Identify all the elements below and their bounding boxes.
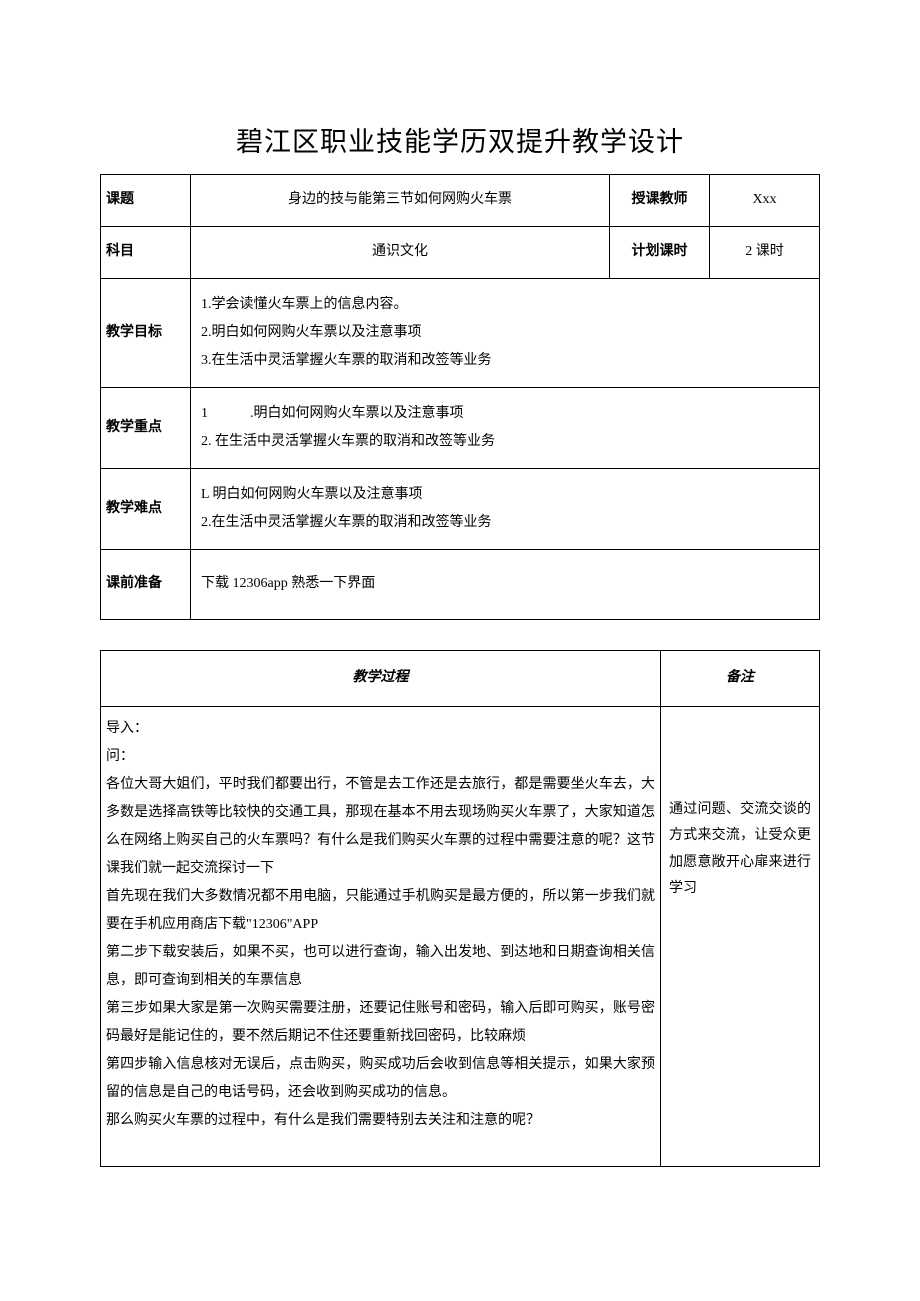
lesson-info-table: 课题 身边的技与能第三节如何网购火车票 授课教师 Xxx 科目 通识文化 计划课…: [100, 174, 820, 620]
subject-value: 通识文化: [191, 227, 610, 279]
process-line: 问：: [106, 743, 655, 771]
goal-line: 2.明白如何网购火车票以及注意事项: [201, 319, 809, 347]
teaching-process-table: 教学过程 备注 导入： 问： 各位大哥大姐们，平时我们都要出行，不管是去工作还是…: [100, 650, 820, 1167]
focus-value: 1 .明白如何网购火车票以及注意事项 2. 在生活中灵活掌握火车票的取消和改签等…: [191, 388, 820, 469]
process-line: 第二步下载安装后，如果不买，也可以进行查询，输入出发地、到达地和日期查询相关信息…: [106, 939, 655, 995]
table-row: 教学难点 L 明白如何网购火车票以及注意事项 2.在生活中灵活掌握火车票的取消和…: [101, 469, 820, 550]
process-header: 教学过程: [101, 651, 661, 707]
note-header: 备注: [661, 651, 820, 707]
table-row: 导入： 问： 各位大哥大姐们，平时我们都要出行，不管是去工作还是去旅行，都是需要…: [101, 706, 820, 1166]
goal-line: 1.学会读懂火车票上的信息内容。: [201, 291, 809, 319]
table-row: 课题 身边的技与能第三节如何网购火车票 授课教师 Xxx: [101, 175, 820, 227]
process-line: 各位大哥大姐们，平时我们都要出行，不管是去工作还是去旅行，都是需要坐火车去，大多…: [106, 771, 655, 883]
table-row: 课前准备 下载 12306app 熟悉一下界面: [101, 550, 820, 620]
table-row: 教学目标 1.学会读懂火车票上的信息内容。 2.明白如何网购火车票以及注意事项 …: [101, 279, 820, 388]
teacher-label: 授课教师: [610, 175, 710, 227]
focus-line: 2. 在生活中灵活掌握火车票的取消和改签等业务: [201, 428, 809, 456]
hours-value: 2 课时: [710, 227, 820, 279]
goals-value: 1.学会读懂火车票上的信息内容。 2.明白如何网购火车票以及注意事项 3.在生活…: [191, 279, 820, 388]
subject-label: 科目: [101, 227, 191, 279]
document-title: 碧江区职业技能学历双提升教学设计: [100, 120, 820, 159]
topic-value: 身边的技与能第三节如何网购火车票: [191, 175, 610, 227]
focus-label: 教学重点: [101, 388, 191, 469]
difficulty-label: 教学难点: [101, 469, 191, 550]
process-line: 首先现在我们大多数情况都不用电脑，只能通过手机购买是最方便的，所以第一步我们就要…: [106, 883, 655, 939]
table-row: 科目 通识文化 计划课时 2 课时: [101, 227, 820, 279]
prep-label: 课前准备: [101, 550, 191, 620]
process-line: 那么购买火车票的过程中，有什么是我们需要特别去关注和注意的呢？: [106, 1107, 655, 1135]
goal-line: 3.在生活中灵活掌握火车票的取消和改签等业务: [201, 347, 809, 375]
process-content: 导入： 问： 各位大哥大姐们，平时我们都要出行，不管是去工作还是去旅行，都是需要…: [101, 706, 661, 1166]
difficulty-value: L 明白如何网购火车票以及注意事项 2.在生活中灵活掌握火车票的取消和改签等业务: [191, 469, 820, 550]
process-line: 第三步如果大家是第一次购买需要注册，还要记住账号和密码，输入后即可购买，账号密码…: [106, 995, 655, 1051]
prep-value: 下载 12306app 熟悉一下界面: [191, 550, 820, 620]
topic-label: 课题: [101, 175, 191, 227]
process-line: 导入：: [106, 715, 655, 743]
goals-label: 教学目标: [101, 279, 191, 388]
table-row: 教学重点 1 .明白如何网购火车票以及注意事项 2. 在生活中灵活掌握火车票的取…: [101, 388, 820, 469]
note-content: 通过问题、交流交谈的方式来交流，让受众更加愿意敞开心扉来进行学习: [661, 706, 820, 1166]
difficulty-line: 2.在生活中灵活掌握火车票的取消和改签等业务: [201, 509, 809, 537]
process-line: 第四步输入信息核对无误后，点击购买，购买成功后会收到信息等相关提示，如果大家预留…: [106, 1051, 655, 1107]
table-header-row: 教学过程 备注: [101, 651, 820, 707]
difficulty-line: L 明白如何网购火车票以及注意事项: [201, 481, 809, 509]
hours-label: 计划课时: [610, 227, 710, 279]
teacher-value: Xxx: [710, 175, 820, 227]
focus-line: 1 .明白如何网购火车票以及注意事项: [201, 400, 809, 428]
